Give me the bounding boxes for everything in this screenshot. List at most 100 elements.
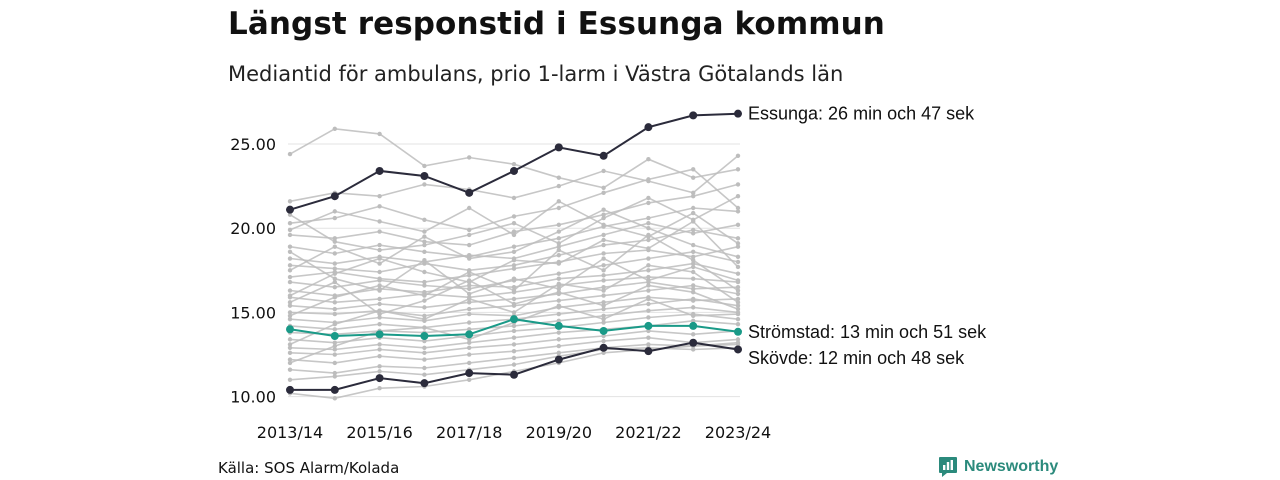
highlighted-series (286, 109, 742, 394)
data-point (332, 300, 337, 305)
data-point (556, 276, 561, 281)
data-point (420, 172, 429, 180)
data-point (601, 185, 606, 190)
data-point (511, 328, 517, 334)
data-point (510, 370, 518, 379)
data-point (422, 217, 427, 222)
background-series-line (287, 153, 741, 204)
series-essunga (286, 109, 742, 214)
data-point (556, 229, 561, 234)
data-point (287, 357, 293, 362)
background-series-line (287, 278, 741, 317)
data-point (287, 279, 293, 285)
data-point (467, 327, 472, 332)
data-point (646, 232, 651, 238)
background-series-line (287, 199, 741, 246)
data-point (332, 279, 337, 285)
data-point (377, 322, 382, 327)
data-point (601, 232, 606, 238)
data-point (644, 321, 653, 330)
data-point (332, 360, 337, 366)
data-point (735, 316, 741, 322)
data-point (287, 212, 293, 217)
data-point (646, 226, 651, 231)
data-point (377, 204, 382, 209)
data-point (735, 153, 741, 158)
data-point (601, 242, 606, 248)
brand-logo[interactable]: Newsworthy (938, 456, 1058, 478)
data-point (467, 227, 472, 233)
data-point (601, 268, 606, 273)
data-point (467, 273, 472, 278)
data-point (601, 212, 606, 217)
data-point (646, 195, 651, 201)
data-point (287, 263, 293, 268)
data-point (422, 313, 427, 318)
data-point (422, 239, 427, 244)
data-point (511, 162, 517, 167)
data-point (511, 232, 517, 238)
data-point (422, 372, 427, 377)
data-point (735, 222, 741, 228)
data-point (332, 295, 337, 300)
data-point (467, 296, 472, 302)
data-point (601, 263, 606, 268)
data-point (646, 296, 651, 302)
data-point (377, 296, 382, 302)
data-point (332, 352, 337, 357)
data-point (646, 215, 651, 221)
newsworthy-icon (939, 457, 957, 477)
data-point (330, 385, 339, 394)
data-point (510, 315, 518, 324)
data-point (377, 229, 382, 234)
data-point (735, 337, 741, 342)
data-point (691, 175, 696, 180)
background-series-line (287, 263, 741, 347)
data-point (599, 343, 608, 352)
data-point (556, 286, 561, 292)
series-label-strömstad: Strömstad: 13 min och 51 sek (748, 322, 987, 342)
data-point (377, 242, 382, 248)
data-point (287, 316, 293, 322)
data-point (646, 315, 651, 320)
data-point (646, 288, 651, 293)
data-point (465, 188, 474, 197)
data-point (377, 369, 382, 374)
data-point (556, 222, 561, 228)
series-label-essunga: Essunga: 26 min och 47 sek (748, 104, 975, 124)
line-chart: 10.00 15.00 20.00 25.00 2013/14 2015/16 2017/… (230, 104, 987, 442)
data-point (420, 379, 429, 388)
series-label-skövde: Skövde: 12 min och 48 sek (748, 348, 965, 368)
y-tick-label: 10.00 (230, 388, 276, 407)
data-point (422, 365, 427, 371)
data-point (646, 328, 651, 334)
data-point (734, 345, 742, 354)
data-point (422, 325, 427, 330)
data-point (511, 249, 517, 254)
data-point (601, 190, 606, 196)
background-series-line (287, 328, 741, 357)
data-point (735, 300, 741, 305)
data-point (287, 313, 293, 318)
data-point (601, 333, 606, 339)
data-point (332, 322, 337, 327)
data-point (511, 263, 517, 268)
data-point (332, 340, 337, 345)
data-point (646, 342, 651, 347)
data-point (691, 231, 696, 236)
data-point (691, 290, 696, 295)
data-point (691, 318, 696, 324)
data-point (691, 332, 696, 337)
data-point (601, 306, 606, 312)
data-point (556, 298, 561, 303)
data-point (601, 320, 606, 325)
data-point (332, 284, 337, 290)
data-point (332, 251, 337, 256)
data-point (465, 330, 474, 339)
data-point (646, 177, 651, 182)
data-point (332, 236, 337, 241)
data-point (601, 284, 606, 290)
data-point (511, 301, 517, 307)
data-point (646, 237, 651, 243)
data-point (556, 244, 561, 249)
